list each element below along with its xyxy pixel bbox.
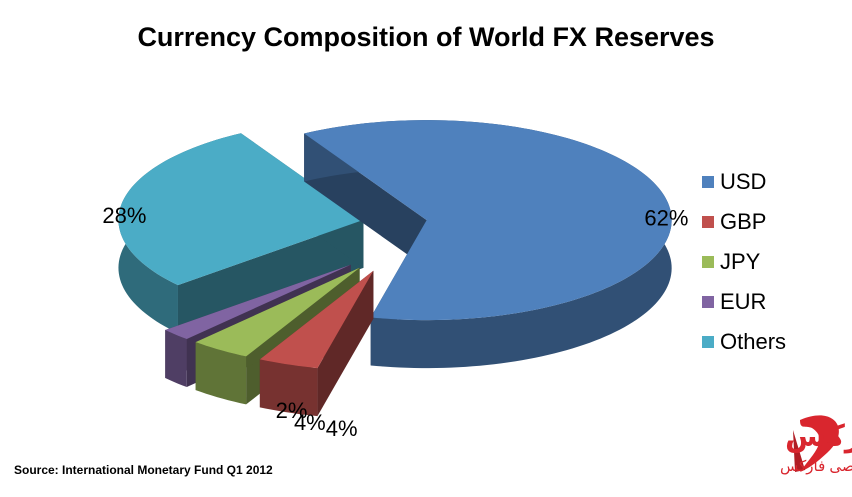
data-label: 62% <box>644 205 688 230</box>
legend-label: Others <box>720 329 786 354</box>
source-note: Source: International Monetary Fund Q1 2… <box>14 463 273 477</box>
legend-swatch <box>702 256 714 268</box>
slice-wall <box>195 342 247 405</box>
slice <box>195 267 360 357</box>
legend-label: USD <box>720 169 766 194</box>
slice <box>259 270 374 369</box>
slice <box>118 133 364 286</box>
slice <box>165 264 351 340</box>
legend-label: JPY <box>720 249 761 274</box>
slice <box>118 133 364 334</box>
logo-swirl <box>793 430 805 472</box>
logo-swirl <box>800 415 839 472</box>
slice-side <box>177 219 364 334</box>
data-label: 4% <box>294 410 326 435</box>
slice-wall <box>259 359 318 417</box>
legend-swatch <box>702 216 714 228</box>
legend-label: EUR <box>720 289 766 314</box>
data-label: 2% <box>276 398 308 423</box>
legend-swatch <box>702 176 714 188</box>
data-label: 4% <box>326 416 358 441</box>
chart-title: Currency Composition of World FX Reserve… <box>137 22 714 52</box>
legend-swatch <box>702 336 714 348</box>
data-label: 28% <box>102 203 146 228</box>
slice <box>304 120 672 369</box>
legend-swatch <box>702 296 714 308</box>
legend-label: GBP <box>720 209 766 234</box>
slice <box>304 120 672 321</box>
pie <box>118 120 672 417</box>
watermark-title: پرشین فارکس <box>785 420 852 454</box>
slice-wall <box>165 330 187 388</box>
watermark-subtitle: مرجع تخصصی فارکس <box>780 458 852 475</box>
watermark-logo: پرشین فارکس مرجع تخصصی فارکس <box>780 415 852 475</box>
slice <box>259 270 374 417</box>
